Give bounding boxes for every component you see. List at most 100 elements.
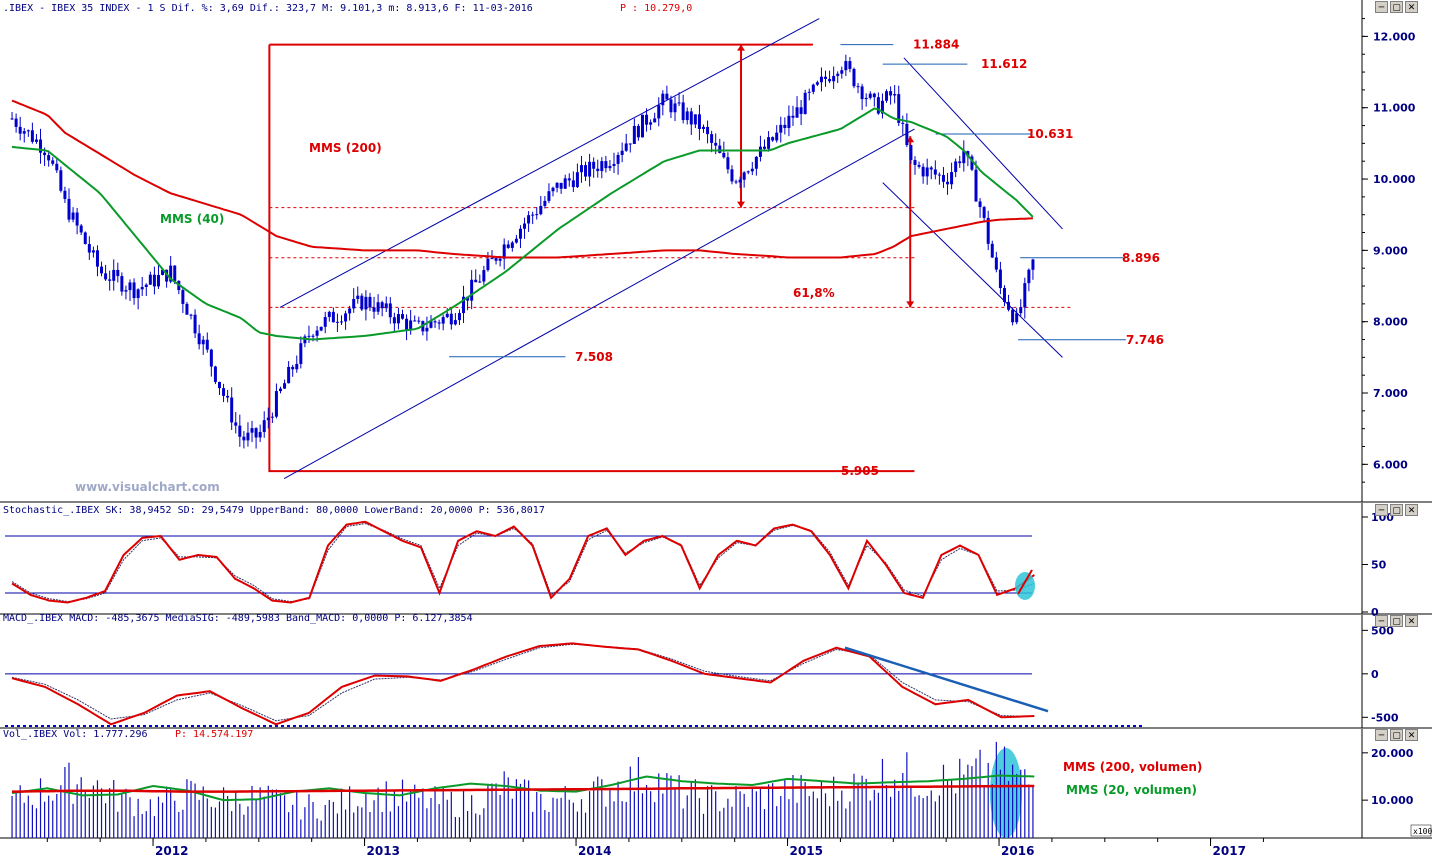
- price-bar-body: [921, 166, 925, 177]
- stoch-sk-line: [11, 520, 1035, 604]
- mms200-label: MMS (200): [309, 141, 382, 155]
- price-bar-body: [917, 164, 921, 167]
- price-bar-body: [807, 91, 811, 93]
- price-bar-body: [620, 150, 624, 156]
- price-bar-body: [689, 111, 693, 125]
- price-bar-body: [34, 139, 38, 142]
- vol-multiplier-label: x100: [1413, 827, 1432, 836]
- stoch-turn-up: [1017, 569, 1033, 595]
- price-bar-body: [165, 269, 169, 282]
- close-icon[interactable]: ✕: [1405, 1, 1418, 13]
- price-bar-body: [327, 311, 331, 318]
- price-bar-body: [628, 143, 632, 145]
- price-bar-body: [1015, 313, 1019, 323]
- price-bar-body: [67, 198, 71, 220]
- price-bar-body: [246, 432, 250, 441]
- mms40-line: [11, 107, 1034, 341]
- price-axis-label: 12.000: [1373, 30, 1416, 43]
- price-bar-body: [83, 232, 87, 245]
- price-bar-body: [392, 317, 396, 324]
- price-bar-body: [783, 124, 787, 128]
- price-bar-body: [880, 100, 884, 114]
- price-bar-body: [344, 313, 348, 322]
- price-bar-body: [856, 86, 860, 88]
- price-bar-body: [986, 217, 990, 244]
- price-bar-body: [905, 123, 909, 146]
- macd-axis-label: 0: [1371, 668, 1379, 681]
- price-bar-body: [185, 303, 189, 315]
- price-bar-body: [929, 167, 933, 170]
- close-icon[interactable]: ✕: [1405, 504, 1418, 516]
- minimize-icon[interactable]: ─: [1375, 615, 1388, 627]
- price-bar-body: [128, 282, 132, 291]
- price-bar-body: [893, 94, 897, 96]
- x-axis-tick-label: 2012: [155, 844, 188, 857]
- price-bar-body: [319, 326, 323, 331]
- price-bar-body: [787, 115, 791, 128]
- price-bar-body: [490, 258, 494, 260]
- price-bar-body: [368, 296, 372, 308]
- macd-window-buttons: ─ ▢ ✕: [1375, 615, 1418, 627]
- price-bar-body: [803, 92, 807, 114]
- price-bar-body: [486, 258, 490, 271]
- price-bar-body: [413, 320, 417, 322]
- close-icon[interactable]: ✕: [1405, 729, 1418, 741]
- price-bar-body: [311, 335, 315, 337]
- price-bar-body: [661, 93, 665, 106]
- x-axis-tick-label: 2013: [367, 844, 400, 857]
- fib-label: 61,8%: [793, 286, 835, 300]
- price-bar-body: [433, 321, 437, 323]
- price-bar-body: [1011, 309, 1015, 323]
- price-bar-body: [262, 420, 266, 433]
- price-bar-body: [718, 145, 722, 153]
- stoch-highlight: [1015, 572, 1035, 600]
- minimize-icon[interactable]: ─: [1375, 1, 1388, 13]
- price-bar-body: [885, 91, 889, 101]
- price-bar-body: [518, 228, 522, 239]
- price-bar-body: [388, 303, 392, 318]
- price-bar-body: [901, 122, 905, 124]
- vol-mms200-line: [12, 784, 1035, 793]
- price-bar-body: [750, 168, 754, 172]
- price-bar-body: [616, 155, 620, 164]
- price-bar-body: [409, 320, 413, 330]
- price-bar-body: [348, 308, 352, 314]
- vol-multiplier-box: [1410, 824, 1432, 837]
- restore-icon[interactable]: ▢: [1390, 729, 1403, 741]
- restore-icon[interactable]: ▢: [1390, 615, 1403, 627]
- range-bracket: [268, 44, 915, 473]
- price-bar-body: [852, 68, 856, 87]
- minimize-icon[interactable]: ─: [1375, 729, 1388, 741]
- price-bar-body: [897, 94, 901, 123]
- price-bar-body: [112, 269, 116, 281]
- price-bar-body: [824, 76, 828, 79]
- restore-icon[interactable]: ▢: [1390, 1, 1403, 13]
- price-bar-body: [998, 269, 1002, 288]
- price-bar-body: [55, 163, 59, 171]
- price-bar-body: [303, 336, 307, 344]
- price-bar-body: [653, 118, 657, 123]
- price-bar-body: [962, 151, 966, 164]
- close-icon[interactable]: ✕: [1405, 615, 1418, 627]
- x-axis-tick-label: 2017: [1213, 844, 1246, 857]
- price-bar-body: [181, 290, 185, 304]
- restore-icon[interactable]: ▢: [1390, 504, 1403, 516]
- price-bar-body: [270, 416, 274, 418]
- price-bar-body: [1031, 259, 1035, 270]
- price-bar-body: [449, 313, 453, 325]
- minimize-icon[interactable]: ─: [1375, 504, 1388, 516]
- price-bar-body: [632, 125, 636, 144]
- price-bar-body: [978, 201, 982, 208]
- price-bar-body: [10, 118, 14, 120]
- price-bar-body: [982, 207, 986, 218]
- price-bar-body: [950, 172, 954, 185]
- price-bar-body: [994, 257, 998, 270]
- double-arrow-2015-tail: [737, 201, 746, 208]
- price-bar-body: [848, 61, 852, 69]
- price-bar-body: [335, 321, 339, 323]
- price-bar-body: [230, 397, 234, 423]
- x-axis-tick-label: 2016: [1001, 844, 1034, 857]
- price-bar-body: [250, 428, 254, 433]
- level-10631-label: 10.631: [1027, 127, 1073, 141]
- price-bar-body: [470, 279, 474, 301]
